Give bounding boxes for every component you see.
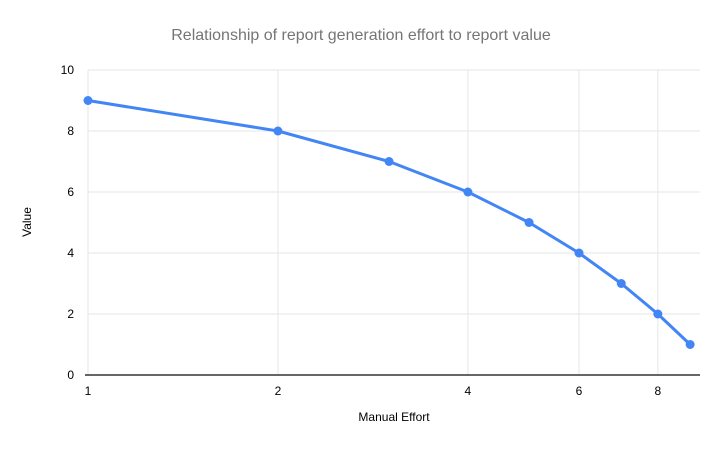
data-point bbox=[616, 279, 626, 288]
y-tick-label: 6 bbox=[67, 185, 74, 199]
x-tick-label: 4 bbox=[465, 384, 472, 398]
y-tick-label: 4 bbox=[67, 246, 74, 260]
data-point bbox=[653, 309, 663, 319]
x-tick-label: 6 bbox=[576, 384, 583, 398]
data-point bbox=[574, 248, 584, 258]
y-tick-label: 10 bbox=[61, 63, 75, 77]
x-tick-label: 1 bbox=[85, 384, 92, 398]
y-tick-label: 0 bbox=[67, 368, 74, 382]
data-point bbox=[463, 187, 473, 197]
y-tick-label: 8 bbox=[67, 124, 74, 138]
x-axis-title: Manual Effort bbox=[358, 410, 430, 424]
data-point bbox=[685, 340, 695, 349]
series-line bbox=[86, 99, 692, 346]
data-point bbox=[384, 157, 394, 166]
data-point bbox=[524, 218, 534, 227]
data-point bbox=[273, 126, 283, 136]
x-tick-label: 2 bbox=[275, 384, 282, 398]
data-point bbox=[83, 96, 93, 105]
chart-title: Relationship of report generation effort… bbox=[171, 27, 551, 44]
y-tick-label: 2 bbox=[67, 307, 74, 321]
x-tick-label: 8 bbox=[655, 384, 662, 398]
